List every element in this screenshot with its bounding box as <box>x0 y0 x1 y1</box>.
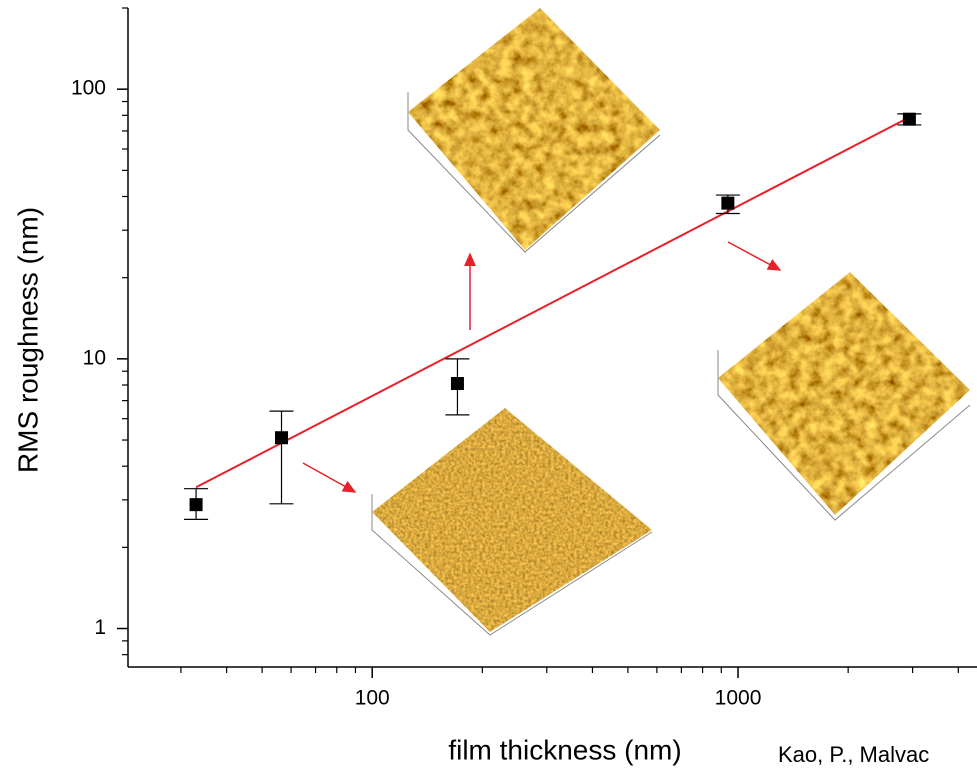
x-tick-label: 1000 <box>715 687 762 710</box>
data-point <box>721 197 734 210</box>
afm-inset-bottom <box>372 408 652 635</box>
page: {"chart_data": { "type": "scatter", "x_l… <box>0 0 977 776</box>
y-axis-title: RMS roughness (nm) <box>12 207 43 473</box>
y-tick-label: 1 <box>94 616 106 639</box>
data-point <box>903 113 916 126</box>
data-point <box>275 431 288 444</box>
x-axis-title: film thickness (nm) <box>448 734 681 765</box>
citation: Kao, P., Malvac <box>778 742 929 767</box>
data-point <box>451 377 464 390</box>
arrow <box>728 242 780 270</box>
chart: film thickness (nm) RMS roughness (nm) K… <box>0 0 977 776</box>
data-point <box>190 498 203 511</box>
afm-inset-right <box>718 272 970 520</box>
x-tick-label: 100 <box>355 687 390 710</box>
arrow <box>303 463 355 492</box>
y-tick-label: 10 <box>83 346 106 369</box>
y-tick-label: 100 <box>71 77 106 100</box>
afm-inset-top <box>408 8 660 252</box>
